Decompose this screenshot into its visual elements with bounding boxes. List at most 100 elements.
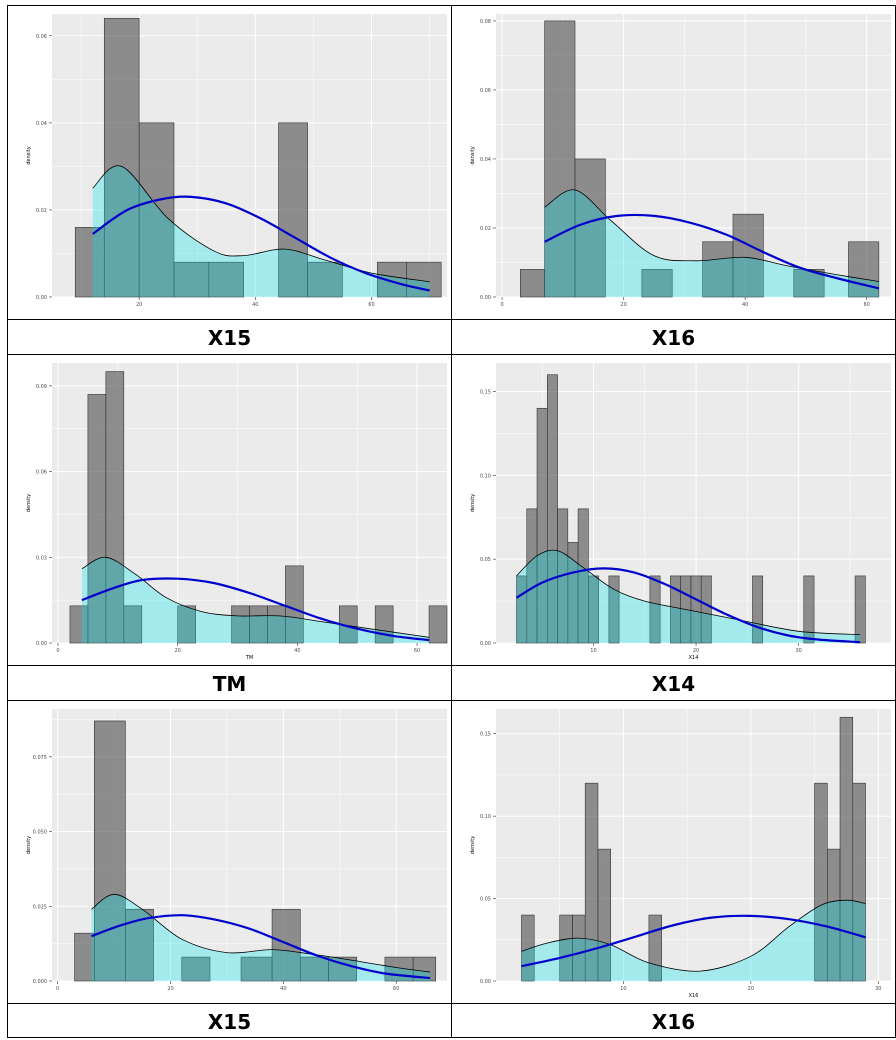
normal-fit-line xyxy=(92,195,430,292)
histogram-bar xyxy=(649,575,661,644)
y-tick-label: 0.00 xyxy=(480,979,491,985)
chart-caption: X14 xyxy=(452,665,895,702)
histogram-bar xyxy=(428,605,448,644)
histogram-bar xyxy=(105,371,125,644)
histogram-bar xyxy=(94,720,126,982)
x-tick-label: 10 xyxy=(620,986,626,992)
kde-line xyxy=(516,549,861,635)
x-tick-label: 20 xyxy=(167,986,173,992)
histogram-bar xyxy=(307,261,343,298)
x-tick-label: 0 xyxy=(56,986,59,992)
y-tick-label: 0.06 xyxy=(480,88,491,94)
kde-area xyxy=(516,550,861,643)
density-plot-x16-top: 0.00 0.02 0.04 0.06 0.08 0 20 40 60 density xyxy=(470,14,891,308)
chart-caption: X15 xyxy=(8,319,451,356)
y-tick-label: 0.15 xyxy=(480,732,491,738)
x-tick-label: 0 xyxy=(500,302,503,308)
histogram-bar xyxy=(412,956,437,982)
x-tick-label: 20 xyxy=(748,986,754,992)
histogram-bar xyxy=(278,122,308,298)
histogram-bar xyxy=(74,932,95,982)
y-tick-label: 0.15 xyxy=(480,390,491,396)
x-axis-title: X14 xyxy=(689,655,699,661)
x-tick-label: 60 xyxy=(368,302,374,308)
y-tick-label: 0.00 xyxy=(36,295,47,301)
normal-fit-line xyxy=(515,567,861,644)
histogram-bar xyxy=(641,269,673,298)
histogram-bar xyxy=(181,956,211,982)
y-tick-label: 0.08 xyxy=(480,19,491,25)
chart-caption: X16 xyxy=(452,319,895,356)
y-tick-label: 0.075 xyxy=(33,755,47,761)
chart-caption: X15 xyxy=(8,1003,451,1039)
y-axis-title: density xyxy=(26,836,32,854)
chart-caption: X16 xyxy=(452,1003,895,1039)
y-tick-label: 0.00 xyxy=(36,641,47,647)
x-tick-label: 10 xyxy=(590,648,596,654)
histogram-bar xyxy=(285,565,304,644)
kde-area xyxy=(544,189,879,297)
y-tick-label: 0.06 xyxy=(36,470,47,476)
normal-fit-line xyxy=(91,914,431,980)
x-tick-label: 40 xyxy=(252,302,258,308)
y-axis-title: density xyxy=(26,494,32,512)
histogram-bar xyxy=(700,575,712,644)
histogram-bar xyxy=(208,261,244,298)
y-tick-label: 0.000 xyxy=(33,979,47,985)
histogram-bar xyxy=(74,227,105,298)
chart-cell-x14: 0.00 0.05 0.10 0.15 10 20 30 density X14 X14 xyxy=(451,354,896,701)
y-axis-title: density xyxy=(470,146,476,164)
y-tick-label: 0.025 xyxy=(33,904,47,910)
y-tick-label: 0.05 xyxy=(480,897,491,903)
y-tick-label: 0.00 xyxy=(480,295,491,301)
histogram-bar xyxy=(608,575,620,644)
y-tick-label: 0.02 xyxy=(36,208,47,214)
y-tick-label: 0.02 xyxy=(480,226,491,232)
y-axis-title: density xyxy=(470,836,476,854)
histogram-bar xyxy=(328,956,358,982)
y-tick-label: 0.04 xyxy=(36,121,47,127)
y-axis-title: density xyxy=(470,494,476,512)
x-tick-label: 20 xyxy=(136,302,142,308)
y-tick-label: 0.050 xyxy=(33,830,47,836)
kde-area xyxy=(521,900,866,981)
x-tick-label: 20 xyxy=(620,302,626,308)
chart-cell-tm: 0.00 0.03 0.06 0.09 0 20 40 60 density TM TM xyxy=(7,354,452,701)
x-tick-label: 20 xyxy=(693,648,699,654)
y-tick-label: 0.06 xyxy=(36,34,47,40)
chart-cell-x16-bottom: 0.00 0.05 0.10 0.15 10 20 30 density X16 X16 xyxy=(451,700,896,1038)
histogram-bar xyxy=(177,605,196,644)
histogram-bar xyxy=(803,575,815,644)
chart-cell-x15-bottom: 0.000 0.025 0.050 0.075 0 20 40 60 density X15 xyxy=(7,700,452,1038)
kde-line xyxy=(544,189,879,282)
density-plot-x15-top: 0.00 0.02 0.04 0.06 20 40 60 density xyxy=(26,14,447,308)
histogram-bar xyxy=(854,575,866,644)
density-plot-x16-bottom: 0.00 0.05 0.10 0.15 10 20 30 density X16 xyxy=(470,709,891,999)
x-tick-label: 30 xyxy=(875,986,881,992)
histogram-bar xyxy=(123,605,143,644)
histogram-bar xyxy=(752,575,764,644)
x-axis-title: X16 xyxy=(689,993,699,999)
y-tick-label: 0.03 xyxy=(36,555,47,561)
histogram-bar xyxy=(125,908,154,982)
x-tick-label: 30 xyxy=(795,648,801,654)
x-tick-label: 60 xyxy=(393,986,399,992)
x-tick-label: 60 xyxy=(414,648,420,654)
y-tick-label: 0.05 xyxy=(480,557,491,563)
chart-cell-x15-top: 0.00 0.02 0.04 0.06 20 40 60 density X15 xyxy=(7,5,452,355)
histogram-bar xyxy=(271,908,301,982)
kde-area xyxy=(81,557,430,643)
histogram-bar xyxy=(103,18,140,298)
x-tick-label: 0 xyxy=(56,648,59,654)
x-tick-label: 60 xyxy=(864,302,870,308)
kde-line xyxy=(521,899,866,972)
histogram-bar xyxy=(138,122,175,298)
histogram-bar xyxy=(544,20,576,298)
normal-fit-line xyxy=(81,577,430,642)
y-axis-title: density xyxy=(26,146,32,164)
histogram-bar xyxy=(852,782,866,982)
x-axis-title: TM xyxy=(245,655,253,661)
kde-area xyxy=(92,165,430,297)
density-plot-x14: 0.00 0.05 0.10 0.15 10 20 30 density X14 xyxy=(470,363,891,661)
x-tick-label: 40 xyxy=(742,302,748,308)
